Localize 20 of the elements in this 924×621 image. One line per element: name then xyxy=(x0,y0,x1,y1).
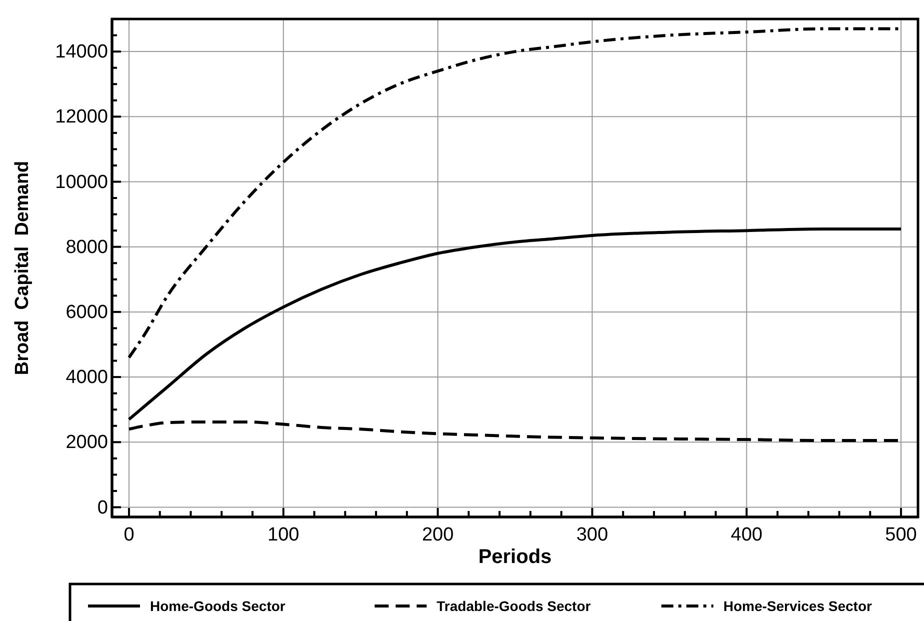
x-tick-label: 300 xyxy=(576,524,608,546)
y-tick-label: 10000 xyxy=(55,172,108,193)
y-tick-label: 12000 xyxy=(55,106,108,128)
x-tick-label: 200 xyxy=(422,524,454,546)
x-tick-label: 0 xyxy=(124,524,134,546)
y-tick-label: 14000 xyxy=(55,42,108,63)
legend-label: Tradable-Goods Sector xyxy=(436,598,592,614)
line-series xyxy=(127,227,903,421)
y-tick-label: 6000 xyxy=(66,302,108,324)
legend-label: Home-Goods Sector xyxy=(150,598,286,614)
x-tick-label: 500 xyxy=(885,524,917,546)
x-tick-label: 400 xyxy=(730,524,762,546)
x-tick-label: 100 xyxy=(268,524,300,546)
x-axis-title: Periods xyxy=(478,546,552,568)
y-tick-label: 2000 xyxy=(66,432,108,454)
y-tick-label: 0 xyxy=(97,497,108,518)
y-tick-label: 4000 xyxy=(66,367,108,388)
y-tick-label: 8000 xyxy=(66,236,108,258)
legend-label: Home-Services Sector xyxy=(723,598,873,614)
y-axis-title: Broad Capital Demand xyxy=(12,160,33,376)
